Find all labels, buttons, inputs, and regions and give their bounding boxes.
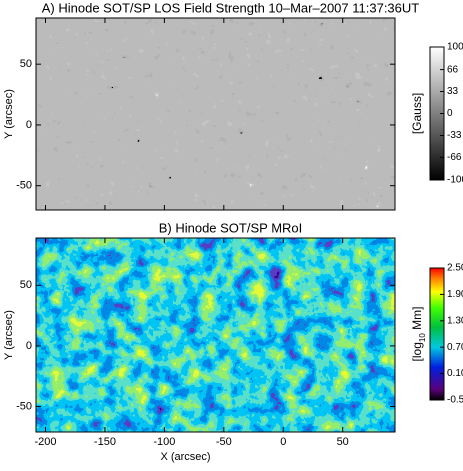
- colorbar-tick-label: 66: [447, 64, 459, 75]
- x-axis-label: X (arcsec): [160, 451, 210, 463]
- y-tick-label: 0: [26, 340, 32, 352]
- y-axis-label: Y (arcsec): [3, 310, 15, 360]
- colorbar-tick-label: -100: [447, 175, 463, 186]
- y-tick-label: -50: [16, 400, 32, 412]
- x-tick-label: 50: [337, 436, 349, 448]
- colorbar-tick-label: 0: [447, 108, 453, 119]
- colorbar-label: [Gauss]: [410, 93, 424, 134]
- y-tick-label: 50: [20, 279, 32, 291]
- colorbar-tick-label: -66: [447, 152, 462, 163]
- x-tick-label: -200: [34, 436, 56, 448]
- colorbar-tick-label: 33: [447, 86, 459, 97]
- y-axis-label: Y (arcsec): [3, 89, 15, 139]
- x-tick-label: 0: [280, 436, 286, 448]
- colorbar-tick-label: 1.30: [447, 315, 463, 326]
- colorbar-tick-label: 0.10: [447, 368, 463, 379]
- colorbar-label-part: 10: [418, 333, 427, 342]
- colorbar: [429, 267, 445, 401]
- colorbar-label-part: [log: [410, 342, 424, 361]
- chart-title: A) Hinode SOT/SP LOS Field Strength 10–M…: [42, 0, 420, 15]
- colorbar-tick-label: 100: [447, 42, 463, 53]
- x-tick-label: -50: [216, 436, 232, 448]
- x-tick-label: -100: [153, 436, 175, 448]
- y-tick-label: 0: [26, 119, 32, 131]
- colorbar-label: [log10 Mm]: [410, 307, 426, 362]
- y-tick-label: 50: [20, 58, 32, 70]
- chart-title: B) Hinode SOT/SP MRoI: [159, 220, 303, 235]
- plot-frame: [35, 17, 396, 211]
- image: [36, 238, 395, 432]
- colorbar-label-part: [Gauss]: [410, 93, 424, 134]
- image: [36, 18, 395, 210]
- colorbar-label-part: Mm]: [410, 307, 424, 334]
- colorbar-tick-label: -0.50: [447, 395, 463, 406]
- plot-frame: [35, 237, 396, 433]
- colorbar-tick-label: 2.50: [447, 263, 463, 274]
- y-tick-label: -50: [16, 180, 32, 192]
- colorbar-tick-label: -33: [447, 130, 462, 141]
- colorbar-tick-label: 1.90: [447, 289, 463, 300]
- x-tick-label: -150: [94, 436, 116, 448]
- colorbar-tick-label: 0.70: [447, 342, 463, 353]
